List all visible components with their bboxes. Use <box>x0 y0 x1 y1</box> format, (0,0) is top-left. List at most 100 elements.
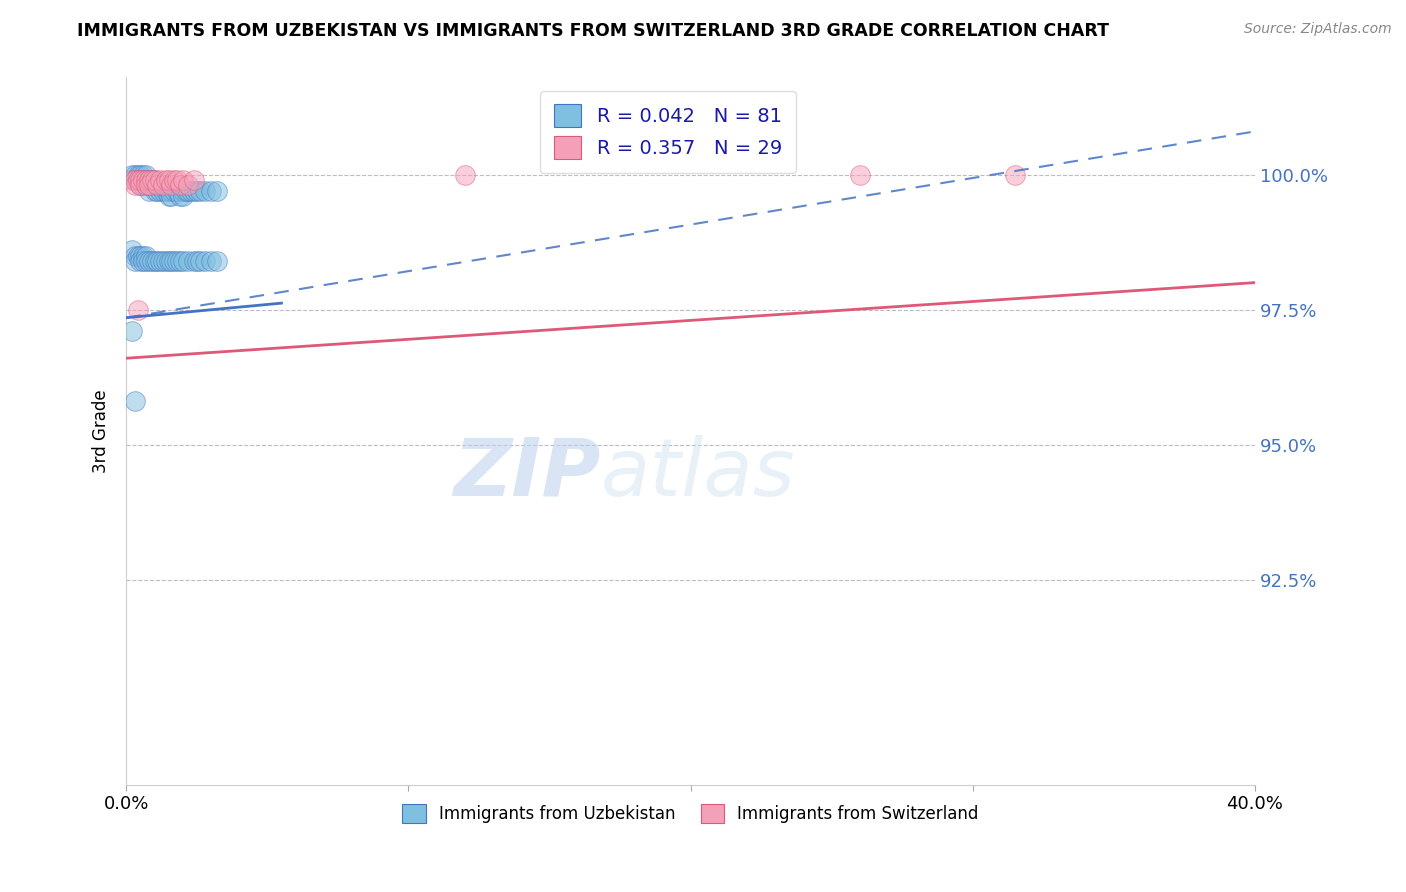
Point <box>183 184 205 198</box>
Point <box>138 173 160 187</box>
Point <box>183 254 205 268</box>
Point <box>141 173 163 187</box>
Point <box>194 184 217 198</box>
Point <box>143 173 166 187</box>
Point <box>172 254 194 268</box>
Point <box>135 249 157 263</box>
Point <box>141 254 163 268</box>
Point <box>124 178 146 193</box>
Text: atlas: atlas <box>600 434 794 513</box>
Point <box>146 178 169 193</box>
Point <box>143 173 166 187</box>
Point <box>152 178 174 193</box>
Point <box>124 168 146 182</box>
Point <box>205 184 228 198</box>
Point <box>155 173 177 187</box>
Point <box>138 184 160 198</box>
Point <box>121 324 143 338</box>
Point <box>166 184 188 198</box>
Point <box>135 178 157 193</box>
Point <box>127 168 149 182</box>
Point <box>152 254 174 268</box>
Point <box>186 184 208 198</box>
Point <box>127 302 149 317</box>
Point <box>124 394 146 409</box>
Point <box>149 173 172 187</box>
Point <box>141 178 163 193</box>
Point <box>177 184 200 198</box>
Point <box>138 178 160 193</box>
Point <box>135 178 157 193</box>
Point <box>146 178 169 193</box>
Point <box>157 254 180 268</box>
Point <box>129 173 152 187</box>
Point <box>149 184 172 198</box>
Text: ZIP: ZIP <box>453 434 600 513</box>
Point <box>124 173 146 187</box>
Point <box>127 249 149 263</box>
Point <box>186 254 208 268</box>
Point <box>143 184 166 198</box>
Point <box>129 178 152 193</box>
Point <box>172 184 194 198</box>
Point <box>129 173 152 187</box>
Point <box>169 178 191 193</box>
Point <box>124 173 146 187</box>
Point <box>454 168 477 182</box>
Point <box>157 184 180 198</box>
Legend: Immigrants from Uzbekistan, Immigrants from Switzerland: Immigrants from Uzbekistan, Immigrants f… <box>396 797 986 830</box>
Point <box>143 178 166 193</box>
Point <box>149 178 172 193</box>
Point <box>132 178 155 193</box>
Point <box>146 184 169 198</box>
Point <box>129 254 152 268</box>
Point <box>124 254 146 268</box>
Point <box>177 254 200 268</box>
Point <box>163 184 186 198</box>
Point <box>200 254 222 268</box>
Point <box>129 178 152 193</box>
Point <box>157 189 180 203</box>
Point <box>166 254 188 268</box>
Point <box>124 249 146 263</box>
Point <box>129 249 152 263</box>
Point <box>166 173 188 187</box>
Point <box>127 173 149 187</box>
Point <box>180 184 202 198</box>
Point <box>135 173 157 187</box>
Point <box>132 173 155 187</box>
Point <box>121 173 143 187</box>
Point <box>135 173 157 187</box>
Point <box>129 168 152 182</box>
Point <box>163 254 186 268</box>
Point <box>174 184 197 198</box>
Point <box>138 254 160 268</box>
Point <box>152 184 174 198</box>
Point <box>172 173 194 187</box>
Y-axis label: 3rd Grade: 3rd Grade <box>93 389 110 473</box>
Point <box>155 178 177 193</box>
Point <box>169 189 191 203</box>
Point <box>1004 168 1026 182</box>
Point <box>160 184 183 198</box>
Point <box>149 254 172 268</box>
Point <box>172 189 194 203</box>
Point <box>188 254 211 268</box>
Point <box>146 254 169 268</box>
Point <box>132 168 155 182</box>
Point <box>135 168 157 182</box>
Point <box>849 168 872 182</box>
Point <box>121 168 143 182</box>
Point <box>188 184 211 198</box>
Point <box>157 173 180 187</box>
Point <box>132 173 155 187</box>
Point <box>169 254 191 268</box>
Text: IMMIGRANTS FROM UZBEKISTAN VS IMMIGRANTS FROM SWITZERLAND 3RD GRADE CORRELATION : IMMIGRANTS FROM UZBEKISTAN VS IMMIGRANTS… <box>77 22 1109 40</box>
Point <box>135 254 157 268</box>
Point <box>138 173 160 187</box>
Point <box>205 254 228 268</box>
Text: Source: ZipAtlas.com: Source: ZipAtlas.com <box>1244 22 1392 37</box>
Point <box>163 173 186 187</box>
Point <box>132 249 155 263</box>
Point <box>183 173 205 187</box>
